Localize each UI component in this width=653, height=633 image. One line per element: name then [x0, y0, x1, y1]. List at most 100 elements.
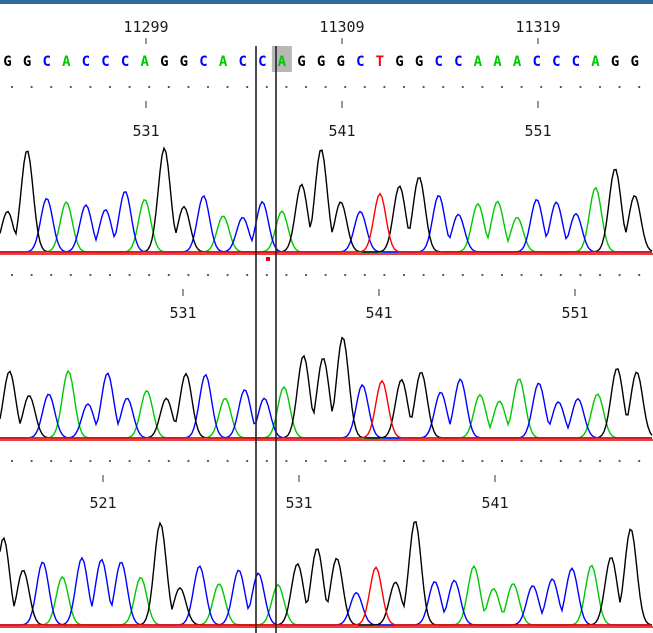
base-dot: [285, 273, 288, 277]
reference-base[interactable]: A: [62, 54, 71, 70]
base-dot: [246, 273, 249, 277]
base-dot: [344, 85, 347, 89]
reference-base[interactable]: G: [23, 54, 31, 70]
trace-track[interactable]: [0, 85, 653, 255]
reference-base[interactable]: C: [434, 54, 442, 70]
reference-base[interactable]: A: [219, 54, 228, 70]
trace-g-line: [0, 146, 653, 253]
reference-base[interactable]: G: [160, 54, 168, 70]
base-dot: [304, 459, 308, 463]
base-dot: [128, 273, 131, 277]
reference-base[interactable]: G: [317, 54, 325, 70]
base-dot: [108, 85, 112, 89]
reference-base[interactable]: G: [415, 54, 423, 70]
base-dot: [442, 273, 445, 277]
reference-base[interactable]: C: [238, 54, 246, 70]
base-dot: [618, 85, 621, 89]
trace-track[interactable]: [0, 459, 653, 628]
base-dot: [265, 459, 268, 463]
trace-g-line: [0, 336, 653, 439]
base-dot: [402, 273, 406, 277]
base-dot: [442, 85, 445, 89]
base-dot: [128, 459, 131, 463]
base-dot: [598, 459, 602, 463]
reference-base[interactable]: A: [140, 54, 149, 70]
reference-position-label: 11299: [123, 18, 169, 36]
base-dot: [500, 85, 504, 89]
reference-base[interactable]: G: [611, 54, 619, 70]
base-dot: [540, 85, 543, 89]
base-dot: [481, 273, 484, 277]
reference-base[interactable]: G: [336, 54, 344, 70]
reference-base[interactable]: C: [356, 54, 364, 70]
reference-base[interactable]: C: [82, 54, 90, 70]
reference-base[interactable]: C: [101, 54, 109, 70]
reference-position-label: 11319: [515, 18, 561, 36]
trace-a-line: [0, 186, 652, 253]
reference-base[interactable]: C: [572, 54, 580, 70]
reference-base[interactable]: G: [180, 54, 188, 70]
base-dot: [598, 85, 602, 89]
base-dot: [324, 85, 327, 89]
base-dot: [108, 273, 112, 277]
reference-base[interactable]: A: [474, 54, 483, 70]
trace-position-label: 551: [524, 122, 552, 140]
reference-base[interactable]: G: [630, 54, 638, 70]
base-dot: [402, 85, 406, 89]
base-dot: [69, 273, 72, 277]
trace-track[interactable]: [0, 273, 653, 441]
base-dot: [422, 273, 425, 277]
reference-base[interactable]: C: [42, 54, 50, 70]
reference-base[interactable]: C: [552, 54, 560, 70]
reference-base[interactable]: C: [121, 54, 129, 70]
base-dot: [579, 85, 582, 89]
reference-base[interactable]: G: [297, 54, 305, 70]
reference-base[interactable]: C: [454, 54, 462, 70]
reference-base[interactable]: G: [395, 54, 403, 70]
base-dot: [638, 85, 641, 89]
reference-base[interactable]: A: [591, 54, 600, 70]
trace-c-line: [0, 191, 652, 253]
base-dot: [206, 273, 210, 277]
trace-position-label: 531: [285, 494, 313, 512]
base-dot: [226, 459, 229, 463]
base-dot: [10, 273, 14, 277]
base-dot: [148, 273, 151, 277]
reference-position-label: 11309: [319, 18, 365, 36]
base-dot: [461, 273, 464, 277]
base-dot: [344, 273, 347, 277]
reference-base[interactable]: C: [532, 54, 540, 70]
base-dot: [30, 85, 33, 89]
selected-base-highlight: [271, 46, 292, 72]
base-dot: [559, 459, 562, 463]
trace-position-label: 551: [561, 304, 589, 322]
base-dot: [265, 85, 268, 89]
base-dot: [324, 273, 327, 277]
base-dot: [422, 459, 425, 463]
reference-base[interactable]: C: [258, 54, 266, 70]
base-dot: [442, 459, 445, 463]
base-dot: [89, 273, 92, 277]
trace-position-label: 541: [365, 304, 393, 322]
base-dot: [167, 85, 170, 89]
reference-base[interactable]: A: [513, 54, 522, 70]
base-dot: [618, 459, 621, 463]
base-dot: [206, 459, 210, 463]
reference-base[interactable]: T: [376, 54, 384, 70]
base-dot: [30, 459, 33, 463]
base-dot: [69, 459, 72, 463]
trace-position-label: 531: [169, 304, 197, 322]
trace-t-line: [0, 192, 652, 253]
reference-base[interactable]: A: [278, 54, 287, 70]
reference-base[interactable]: G: [3, 54, 11, 70]
reference-base[interactable]: A: [493, 54, 502, 70]
base-dot: [324, 459, 327, 463]
reference-base[interactable]: C: [199, 54, 207, 70]
base-dot: [461, 459, 464, 463]
base-dot: [344, 459, 347, 463]
base-dot: [206, 85, 210, 89]
base-dot: [187, 85, 190, 89]
base-dot: [226, 85, 229, 89]
